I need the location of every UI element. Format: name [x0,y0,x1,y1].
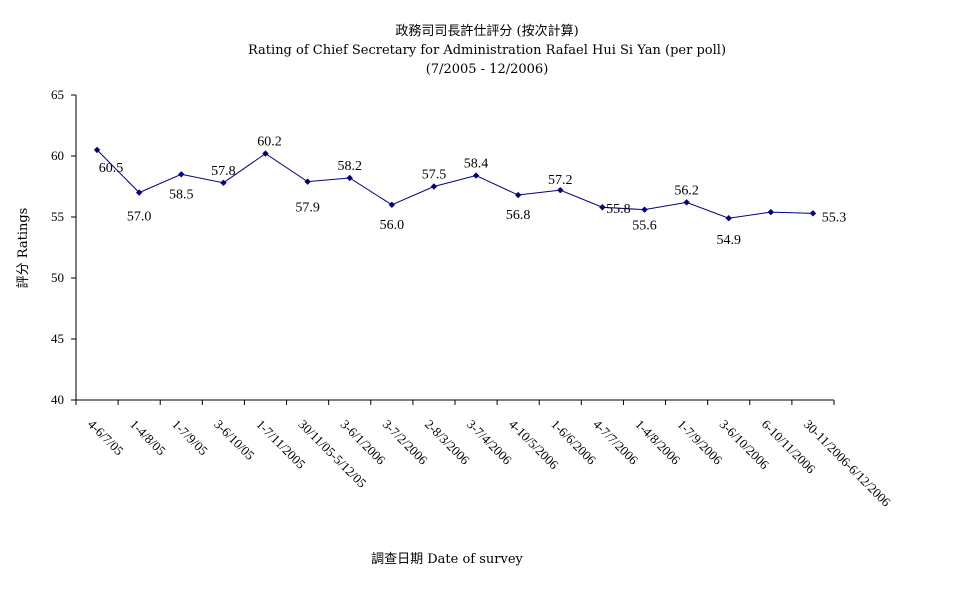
y-tick-label: 40 [51,392,64,407]
data-point-marker [388,201,396,208]
data-label: 55.8 [606,202,631,217]
data-label: 57.8 [211,164,236,179]
data-point-marker [514,191,522,199]
y-tick-label: 60 [51,148,64,163]
x-tick-label: 3-7/4/2006 [464,417,515,468]
data-point-marker [767,208,775,216]
y-tick-label: 65 [51,87,64,102]
data-label: 58.2 [337,159,362,174]
data-point-marker [472,172,480,179]
y-axis-ticks: 40 45 50 55 60 65 [51,87,76,407]
data-point-marker [220,179,227,187]
data-label: 57.0 [127,210,152,225]
y-tick-label: 45 [51,331,64,346]
y-axis-title: 評分 Ratings [16,208,31,289]
x-axis-title: 調查日期 Date of survey [371,552,523,567]
data-point-marker [178,171,185,178]
data-label: 58.4 [464,157,489,172]
data-label: 54.9 [716,233,741,248]
chart-subtitle: Rating of Chief Secretary for Administra… [247,43,727,58]
data-point-marker [599,204,606,211]
data-label: 56.2 [674,183,699,198]
x-tick-label: 1-4/8/2006 [632,417,683,468]
y-tick-label: 50 [51,270,64,285]
data-label: 57.5 [422,168,447,183]
data-label: 60.2 [257,135,282,150]
data-point-marker [304,178,311,185]
data-label: 60.5 [99,161,124,176]
data-point-marker [262,150,269,157]
data-point-marker [430,183,438,190]
data-label: 57.9 [295,201,320,216]
data-point-marker [557,186,564,194]
x-tick-label: 4-7/7/2006 [590,417,641,468]
y-tick-label: 55 [51,209,64,224]
chart-title: 政務司司長許仕評分 (按次計算) [395,24,579,39]
x-tick-label: 3-6/10/05 [211,417,257,463]
data-point-marker [641,206,648,213]
series-ratings [93,146,817,222]
data-label: 55.3 [822,210,847,225]
chart-title-block: 政務司司長許仕評分 (按次計算) Rating of Chief Secreta… [0,22,974,79]
data-label: 56.8 [506,208,531,223]
x-axis-ticks: 4-6/7/05 1-4/8/05 1-7/9/05 3-6/10/051-7/11/… [75,400,894,510]
data-point-marker [683,199,690,206]
data-point-marker [809,210,817,217]
data-labels: 60.5 57.0 58.5 57.8 60.2 57.9 58.2 56.0 57.5 58.4… [99,135,846,249]
x-tick-label: 4-6/7/05 [85,417,127,459]
data-label: 56.0 [380,218,405,233]
data-label: 57.2 [548,173,573,188]
x-tick-label: 3-7/2/2006 [380,417,431,468]
x-tick-label: 2-8/3/2006 [422,417,473,468]
series-line [96,149,813,219]
data-point-marker [93,146,101,154]
data-point-marker [346,174,353,182]
x-tick-label: 1-7/9/2006 [674,417,725,468]
chart-period: (7/2005 - 12/2006) [425,62,549,77]
x-tick-label: 1-4/8/05 [127,417,169,459]
data-label: 55.6 [632,219,657,234]
data-label: 58.5 [169,187,194,202]
x-tick-label: 1-7/9/05 [169,417,211,459]
data-point-marker [135,189,143,196]
data-point-marker [725,215,732,222]
